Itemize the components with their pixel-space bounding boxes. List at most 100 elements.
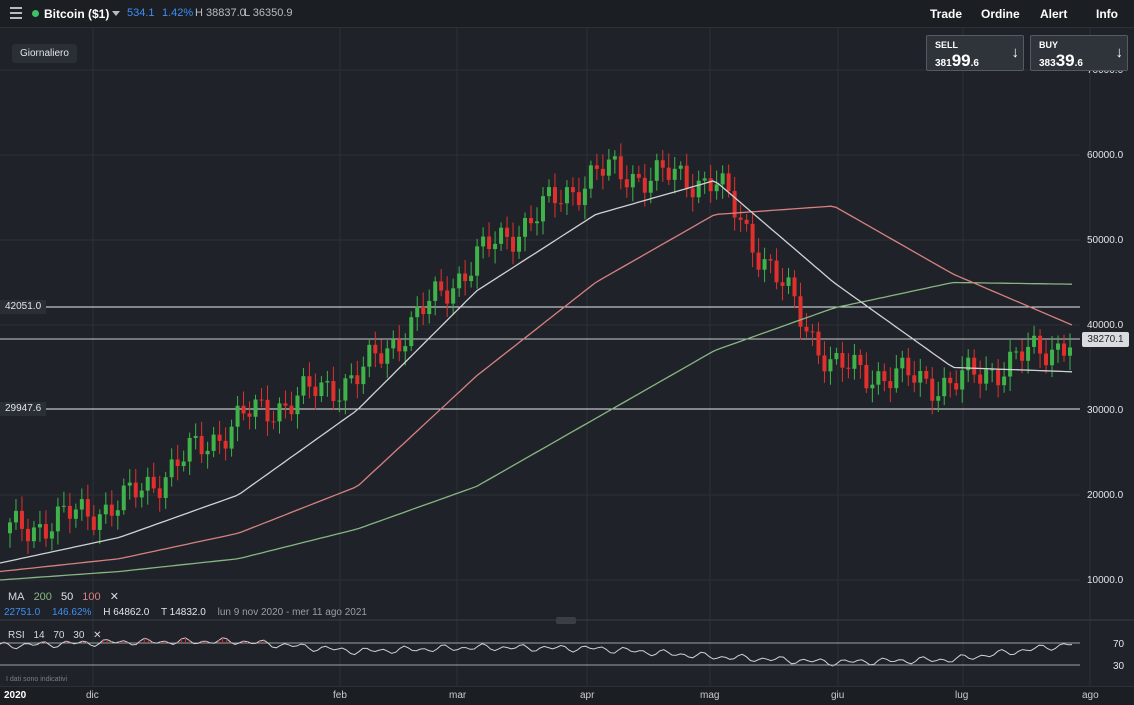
buy-button[interactable]: BUY 38339.6 ↓ <box>1030 35 1128 71</box>
candle-body <box>1032 335 1037 347</box>
candle-body <box>343 378 348 401</box>
candle-body <box>469 275 474 282</box>
candle-body <box>564 187 569 204</box>
x-tick-label: giu <box>831 690 845 701</box>
rsi-overbought-segment <box>3 637 265 643</box>
candle-body <box>403 346 408 352</box>
timeframe-selector[interactable]: Giornaliero <box>12 44 77 63</box>
candle-body <box>307 376 312 387</box>
market-open-indicator <box>32 10 39 17</box>
candle-body <box>924 371 929 379</box>
candle-body <box>798 296 803 327</box>
candle-body <box>385 348 390 364</box>
candle-body <box>654 160 659 181</box>
chart-grid <box>0 28 1091 686</box>
price-change-pct: 1.42% <box>162 7 194 19</box>
nav-trade[interactable]: Trade <box>930 7 963 21</box>
candle-body <box>750 223 755 253</box>
candle-body <box>295 395 300 415</box>
x-tick-label: ago <box>1082 690 1099 701</box>
candle-body <box>511 236 516 252</box>
level-label-lower[interactable]: 29947.6 <box>0 402 47 416</box>
candle-body <box>211 434 216 451</box>
arrow-down-icon: ↓ <box>1011 44 1020 61</box>
rsi-legend-lower: 30 <box>73 630 85 641</box>
candle-body <box>558 203 563 205</box>
y-tick-label: 20000.0 <box>1087 490 1124 501</box>
candle-body <box>810 331 815 333</box>
nav-alert[interactable]: Alert <box>1040 7 1068 21</box>
candle-body <box>636 173 641 178</box>
candle-body <box>744 219 749 224</box>
y-tick-label: 30000.0 <box>1087 405 1124 416</box>
candle-body <box>906 357 911 376</box>
close-icon[interactable]: ✕ <box>109 591 119 603</box>
candle-body <box>433 281 438 301</box>
candle-body <box>409 317 414 347</box>
candle-body <box>714 184 719 192</box>
ma-legend-label: MA <box>8 591 25 603</box>
sell-button[interactable]: SELL 38199.6 ↓ <box>926 35 1024 71</box>
nav-info[interactable]: Info <box>1096 7 1118 21</box>
candle-body <box>678 165 683 169</box>
instrument-name[interactable]: Bitcoin ($1) <box>44 7 110 21</box>
candle-body <box>972 357 977 375</box>
info-range: lun 9 nov 2020 - mer 11 ago 2021 <box>217 607 367 618</box>
candle-body <box>822 355 827 372</box>
candle-body <box>13 510 18 523</box>
candle-body <box>552 187 557 204</box>
candle-body <box>259 399 264 401</box>
candle-body <box>984 369 989 384</box>
price-change: 534.1 <box>127 7 155 19</box>
buy-price: 38339.6 <box>1039 51 1083 70</box>
sell-price: 38199.6 <box>935 51 979 70</box>
candle-body <box>73 509 78 519</box>
candle-body <box>397 339 402 352</box>
nav-ordine[interactable]: Ordine <box>981 7 1020 21</box>
candle-body <box>1008 351 1013 377</box>
candle-body <box>912 375 917 383</box>
candle-body <box>1026 346 1031 361</box>
ma-legend-200: 200 <box>33 591 52 603</box>
candle-body <box>61 505 66 507</box>
ma50-line <box>0 180 1073 564</box>
candle-body <box>67 505 72 519</box>
x-tick-label: feb <box>333 690 347 701</box>
candle-body <box>786 277 791 286</box>
candle-body <box>79 499 84 510</box>
candle-body <box>606 159 611 176</box>
candle-body <box>163 477 168 498</box>
candle-body <box>277 403 282 422</box>
ma-legend[interactable]: MA 200 50 100 ✕ <box>8 590 125 603</box>
x-tick-label: mag <box>700 690 720 701</box>
chevron-down-icon[interactable] <box>112 11 120 16</box>
candle-body <box>852 354 857 369</box>
candle-body <box>337 400 342 402</box>
close-icon[interactable]: ✕ <box>93 630 102 641</box>
candle-body <box>966 357 971 371</box>
ma-legend-100: 100 <box>82 591 101 603</box>
candle-body <box>672 168 677 180</box>
candle-body <box>858 354 863 365</box>
candle-body <box>373 344 378 354</box>
candle-body <box>690 188 695 198</box>
candle-body <box>445 290 450 304</box>
candle-body <box>427 300 432 315</box>
candle-body <box>523 217 528 237</box>
candle-body <box>630 173 635 188</box>
sell-label: SELL <box>935 40 959 50</box>
candle-body <box>313 386 318 397</box>
candle-body <box>157 488 162 498</box>
panel-resize-handle[interactable] <box>556 617 576 624</box>
info-low: T 14832.0 <box>160 607 206 618</box>
level-label-upper[interactable]: 42051.0 <box>0 300 47 314</box>
info-high: H 64862.0 <box>103 607 150 618</box>
candle-body <box>726 173 731 191</box>
rsi-legend[interactable]: RSI 14 70 30 ✕ <box>8 630 108 641</box>
candle-body <box>481 236 486 247</box>
candle-body <box>942 377 947 397</box>
candle-body <box>349 375 354 379</box>
hamburger-menu-icon[interactable] <box>10 7 22 19</box>
candle-body <box>660 160 665 168</box>
